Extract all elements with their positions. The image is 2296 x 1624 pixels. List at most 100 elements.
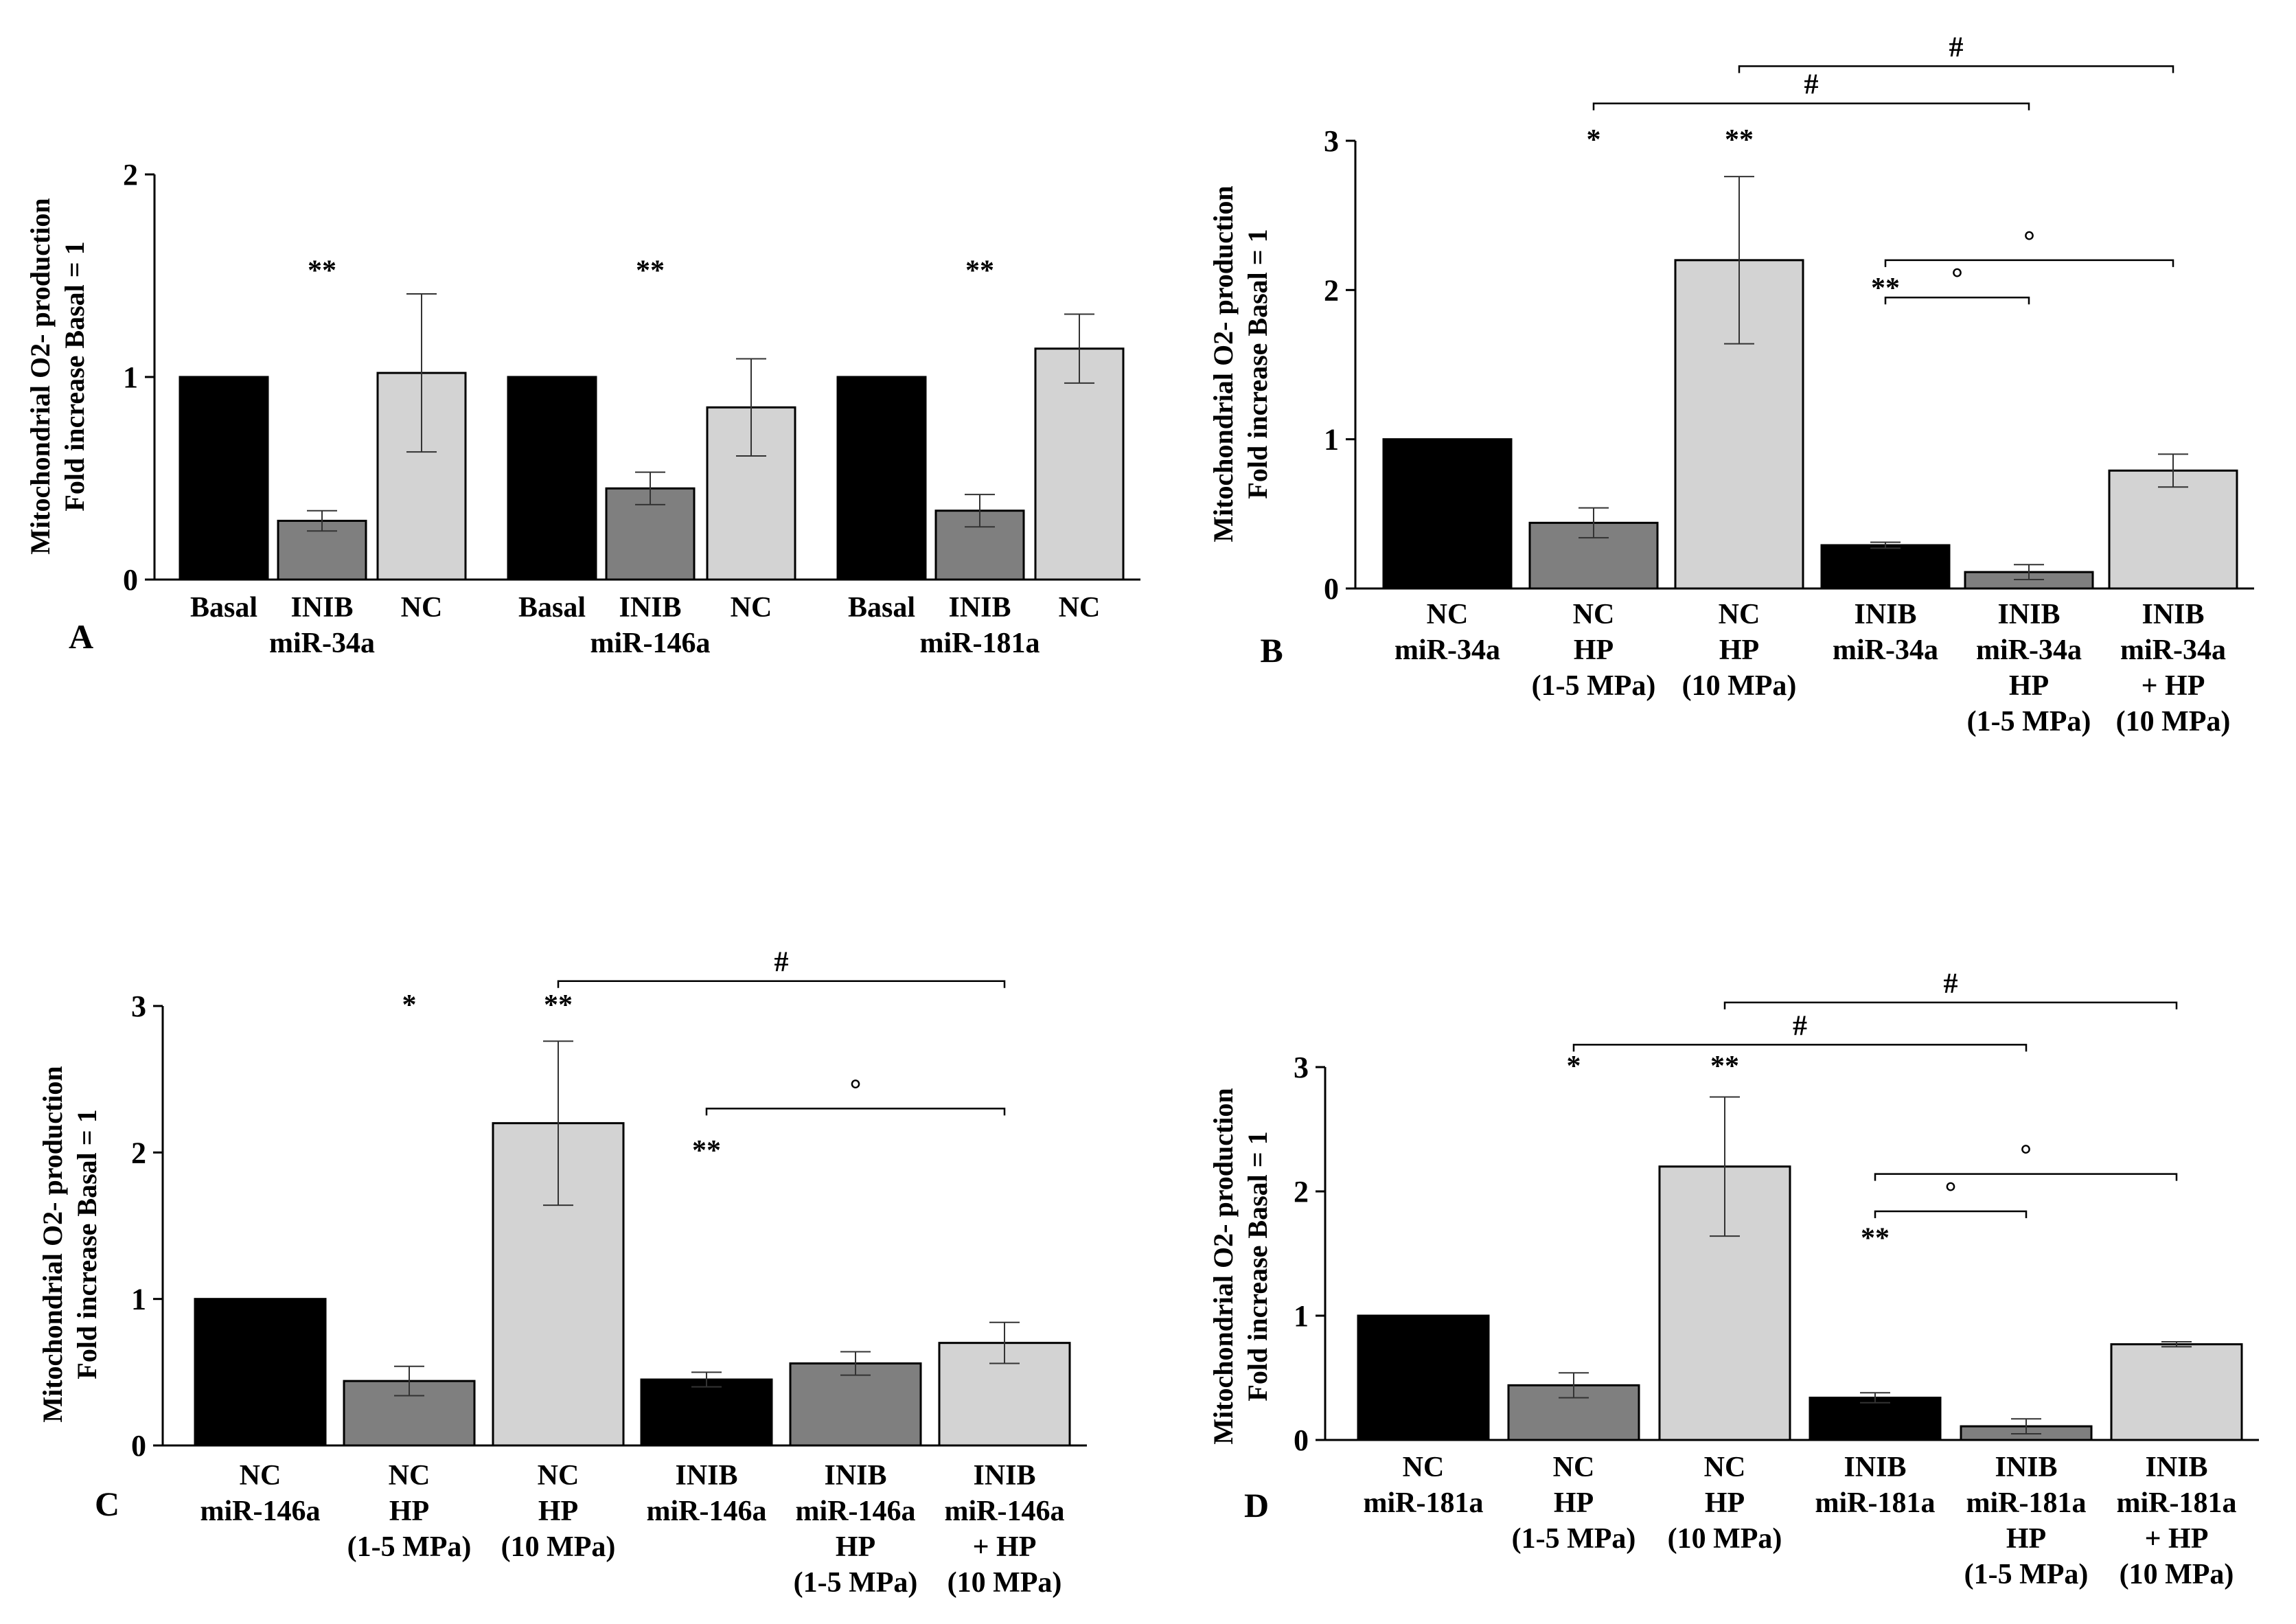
x-category-label: miR-146a	[200, 1496, 321, 1527]
x-category-label: (10 MPa)	[1668, 1523, 1782, 1555]
x-category-label: HP	[2006, 1523, 2046, 1555]
significance-mark: *	[402, 990, 417, 1021]
x-category-label: (10 MPa)	[2116, 706, 2231, 737]
x-category-label: NC	[1573, 599, 1615, 630]
x-category-label: HP	[1719, 634, 1759, 666]
x-category-label: NC	[401, 592, 443, 624]
y-axis-label: Fold increase Basal = 1	[59, 241, 90, 511]
comparison-bracket	[1874, 1210, 2028, 1218]
y-tick-label: 0	[1324, 572, 1339, 606]
x-category-label: (10 MPa)	[948, 1567, 1062, 1599]
x-category-label: HP	[389, 1496, 429, 1527]
y-tick-label: 1	[131, 1283, 146, 1316]
bar	[507, 376, 597, 581]
y-axis-label-line1: Mitochondrial O2- production	[1208, 185, 1239, 542]
x-category-label: INIB	[1997, 599, 2060, 630]
bar	[1809, 1396, 1942, 1441]
x-category-label: miR-34a	[2120, 634, 2226, 666]
x-category-label: HP	[538, 1496, 578, 1527]
x-category-label: NC	[389, 1460, 430, 1491]
bar	[179, 376, 269, 581]
x-category-label: HP	[2009, 670, 2049, 702]
bar	[2110, 1343, 2243, 1441]
y-tick-label: 0	[123, 563, 138, 597]
bracket-symbol: °	[850, 1074, 862, 1106]
bar	[640, 1378, 773, 1447]
y-tick-label: 1	[123, 361, 138, 394]
x-category-label: NC	[1427, 599, 1469, 630]
x-category-label: (10 MPa)	[2120, 1559, 2234, 1590]
x-category-label: INIB	[973, 1460, 1035, 1491]
x-category-label: INIB	[2145, 1452, 2207, 1483]
bracket-symbol: #	[1944, 968, 1958, 1000]
x-category-label: NC	[1059, 592, 1101, 624]
significance-mark: **	[308, 255, 336, 286]
panel-letter: D	[1244, 1486, 1269, 1524]
y-axis-label-line2: Fold increase Basal = 1	[1242, 1131, 1273, 1401]
y-axis-label: Mitochondrial O2- production	[1208, 185, 1239, 542]
bracket-symbol: #	[1949, 32, 1964, 63]
x-category-label: (1-5 MPa)	[347, 1531, 472, 1563]
bar	[1357, 1314, 1490, 1441]
y-axis-label-line1: Mitochondrial O2- production	[25, 198, 56, 554]
x-category-label: NC	[1719, 599, 1760, 630]
bracket-symbol: #	[774, 947, 789, 979]
significance-mark: **	[965, 255, 994, 286]
x-group-label: miR-146a	[590, 628, 711, 659]
x-category-label: (10 MPa)	[501, 1531, 616, 1563]
bar	[1820, 544, 1951, 590]
x-category-label: Basal	[190, 592, 257, 624]
x-category-label: (1-5 MPa)	[1512, 1523, 1636, 1555]
x-category-label: INIB	[1995, 1452, 2057, 1483]
y-axis-label: Mitochondrial O2- production	[25, 198, 56, 554]
comparison-bracket	[1738, 65, 2174, 73]
x-group-label: miR-181a	[920, 628, 1040, 659]
x-category-label: NC	[1704, 1452, 1746, 1483]
x-category-label: + HP	[2142, 670, 2205, 702]
significance-mark: **	[1725, 124, 1754, 156]
x-category-label: miR-181a	[1815, 1487, 1936, 1519]
x-category-label: NC	[538, 1460, 579, 1491]
panel-b: 0 1 2 3 NC miR-34a * NC HP (1-5 MPa) ** NC HP (10 MPa…	[1208, 32, 2254, 737]
significance-mark: *	[1587, 124, 1601, 156]
bracket-symbol: #	[1804, 69, 1819, 101]
x-category-label: HP	[1705, 1487, 1745, 1519]
comparison-bracket	[1874, 1173, 2178, 1181]
x-category-label: INIB	[2142, 599, 2204, 630]
panel-c: 0 1 2 3 NC miR-146a * NC HP (1-5 MPa) ** NC HP (10 MP…	[37, 947, 1087, 1599]
bar	[1034, 347, 1125, 581]
panel-letter: C	[95, 1485, 119, 1523]
y-axis-label-line2: Fold increase Basal = 1	[1242, 229, 1273, 499]
bracket-symbol: #	[1793, 1010, 1807, 1042]
bracket-symbol: °	[1951, 263, 1963, 295]
y-axis-label-line1: Mitochondrial O2- production	[37, 1066, 68, 1422]
x-category-label: (10 MPa)	[1682, 670, 1797, 702]
x-category-label: miR-34a	[1833, 634, 1938, 666]
bracket-symbol: °	[2020, 1140, 2032, 1171]
y-tick-label: 0	[131, 1429, 146, 1463]
x-category-label: + HP	[973, 1531, 1037, 1563]
x-category-label: Basal	[518, 592, 586, 624]
x-category-label: HP	[1554, 1487, 1594, 1519]
x-category-label: Basal	[848, 592, 915, 624]
y-tick-label: 3	[1294, 1051, 1309, 1084]
significance-mark: **	[636, 255, 665, 286]
x-category-label: NC	[1403, 1452, 1445, 1483]
x-category-label: miR-34a	[1976, 634, 2082, 666]
x-category-label: miR-146a	[945, 1496, 1065, 1527]
comparison-bracket	[1884, 259, 2174, 267]
x-category-label: miR-146a	[796, 1496, 916, 1527]
y-tick-label: 2	[1294, 1175, 1309, 1209]
y-axis-label-line2: Fold increase Basal = 1	[59, 241, 90, 511]
bar	[836, 376, 927, 581]
x-category-label: miR-181a	[1966, 1487, 2087, 1519]
y-tick-label: 0	[1294, 1423, 1309, 1457]
x-category-label: INIB	[1844, 1452, 1906, 1483]
comparison-bracket	[1572, 1044, 2028, 1052]
x-category-label: (1-5 MPa)	[1964, 1559, 2089, 1590]
x-category-label: INIB	[948, 592, 1011, 624]
y-tick-label: 1	[1324, 423, 1339, 457]
x-category-label: (1-5 MPa)	[794, 1567, 918, 1599]
bar	[2108, 469, 2238, 590]
